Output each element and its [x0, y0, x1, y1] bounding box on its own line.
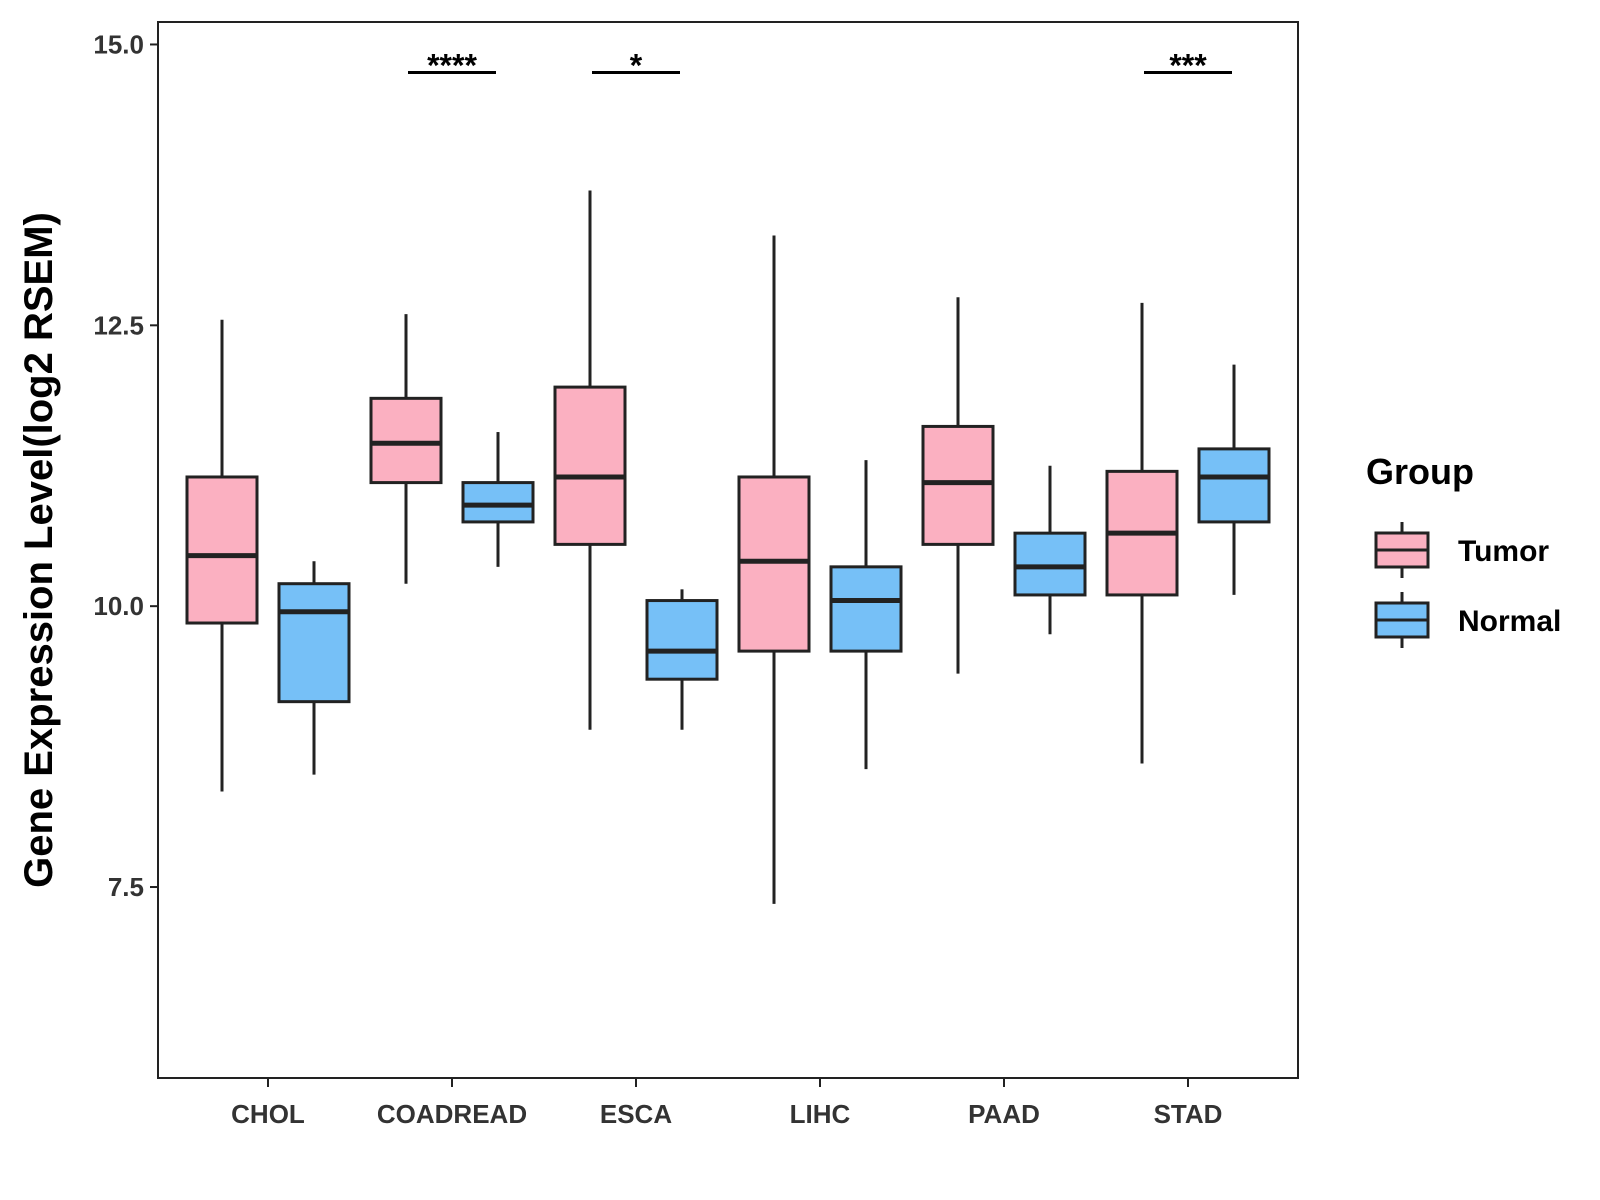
- y-tick-label: 10.0: [93, 591, 144, 621]
- box-normal-paad: [1013, 465, 1087, 635]
- box-body: [737, 475, 811, 653]
- y-tick-label: 15.0: [93, 29, 144, 59]
- x-tick-label: LIHC: [790, 1099, 851, 1129]
- box-body: [921, 424, 995, 546]
- legend-title: Group: [1366, 451, 1474, 492]
- box-body: [645, 599, 719, 681]
- legend-label: Normal: [1458, 605, 1561, 638]
- box-series: [185, 190, 1271, 904]
- box-body: [1197, 447, 1271, 524]
- x-tick-label: PAAD: [968, 1099, 1040, 1129]
- significance-label: *: [630, 48, 643, 84]
- legend-entry-normal: Normal: [1374, 592, 1561, 648]
- y-tick-label: 12.5: [93, 310, 144, 340]
- x-tick-label: COADREAD: [377, 1099, 527, 1129]
- box-normal-stad: [1197, 364, 1271, 595]
- box-body: [829, 565, 903, 653]
- box-body: [185, 475, 259, 625]
- x-axis: CHOL COADREAD ESCA LIHC PAAD STAD: [231, 1078, 1222, 1129]
- box-tumor-paad: [921, 297, 995, 674]
- box-normal-lihc: [829, 460, 903, 770]
- box-tumor-lihc: [737, 235, 811, 904]
- y-axis: 7.5 10.0 12.5 15.0: [93, 29, 158, 902]
- legend-label: Tumor: [1458, 535, 1549, 568]
- x-tick-label: STAD: [1154, 1099, 1223, 1129]
- legend-entry-tumor: Tumor: [1374, 522, 1549, 578]
- y-tick-label: 7.5: [108, 872, 144, 902]
- box-normal-esca: [645, 589, 719, 730]
- box-tumor-esca: [553, 190, 627, 730]
- box-body: [461, 481, 535, 524]
- significance-label: ****: [427, 48, 477, 84]
- box-tumor-chol: [185, 319, 259, 792]
- x-tick-label: ESCA: [600, 1099, 672, 1129]
- box-body: [369, 396, 443, 485]
- legend: Group Tumor Normal: [1366, 451, 1561, 648]
- box-tumor-coadread: [369, 314, 443, 584]
- y-axis-title: Gene Expression Level(log2 RSEM): [17, 212, 61, 888]
- box-body: [1013, 531, 1087, 597]
- significance-label: ***: [1169, 48, 1207, 84]
- significance-annotations: **** * ***: [408, 48, 1232, 84]
- box-body: [277, 582, 351, 704]
- box-normal-coadread: [461, 432, 535, 567]
- x-tick-label: CHOL: [231, 1099, 305, 1129]
- box-normal-chol: [277, 561, 351, 775]
- box-body: [553, 385, 627, 546]
- box-tumor-stad: [1105, 302, 1179, 764]
